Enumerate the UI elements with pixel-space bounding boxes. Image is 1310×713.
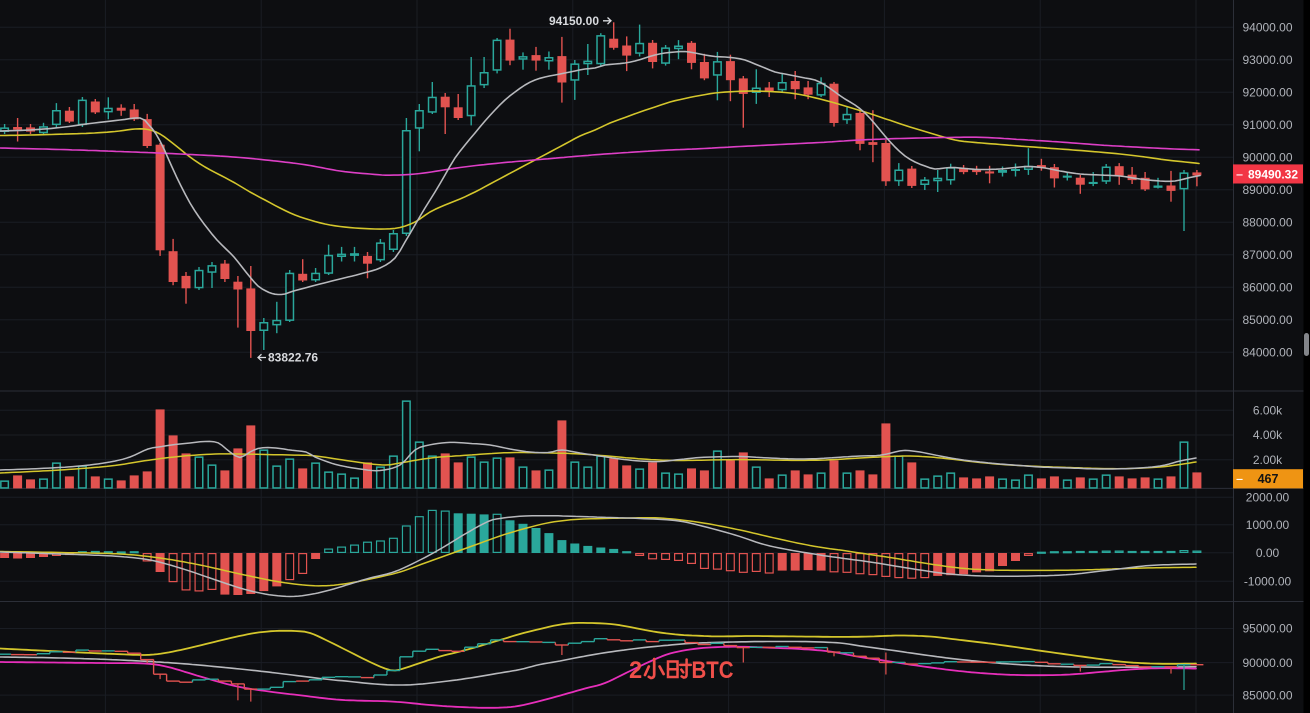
svg-text:‒: ‒ (1236, 169, 1244, 181)
svg-text:2.00k: 2.00k (1253, 453, 1283, 467)
svg-text:94000.00: 94000.00 (1242, 21, 1292, 35)
svg-text:94150.00: 94150.00 (549, 14, 599, 28)
svg-text:85000.00: 85000.00 (1242, 688, 1292, 702)
svg-text:85000.00: 85000.00 (1242, 313, 1292, 327)
svg-text:6.00k: 6.00k (1253, 404, 1283, 418)
svg-text:89000.00: 89000.00 (1242, 183, 1292, 197)
svg-text:BTC: BTC (692, 657, 734, 684)
svg-text:90000.00: 90000.00 (1242, 151, 1292, 165)
svg-text:83822.76: 83822.76 (268, 351, 318, 365)
svg-text:93000.00: 93000.00 (1242, 53, 1292, 67)
svg-text:4.00k: 4.00k (1253, 428, 1283, 442)
svg-text:87000.00: 87000.00 (1242, 248, 1292, 262)
svg-text:91000.00: 91000.00 (1242, 118, 1292, 132)
svg-text:95000.00: 95000.00 (1242, 622, 1292, 636)
svg-text:2: 2 (629, 657, 642, 684)
svg-text:84000.00: 84000.00 (1242, 346, 1292, 360)
svg-text:86000.00: 86000.00 (1242, 281, 1292, 295)
svg-text:-1000.00: -1000.00 (1244, 575, 1292, 589)
svg-text:‒: ‒ (1236, 474, 1244, 486)
svg-text:1000.00: 1000.00 (1246, 518, 1290, 532)
svg-text:90000.00: 90000.00 (1242, 656, 1292, 670)
svg-text:467: 467 (1258, 472, 1279, 486)
svg-text:89490.32: 89490.32 (1248, 167, 1298, 181)
svg-text:88000.00: 88000.00 (1242, 216, 1292, 230)
svg-text:92000.00: 92000.00 (1242, 86, 1292, 100)
svg-text:0.00: 0.00 (1256, 546, 1280, 560)
svg-text:2000.00: 2000.00 (1246, 490, 1290, 504)
